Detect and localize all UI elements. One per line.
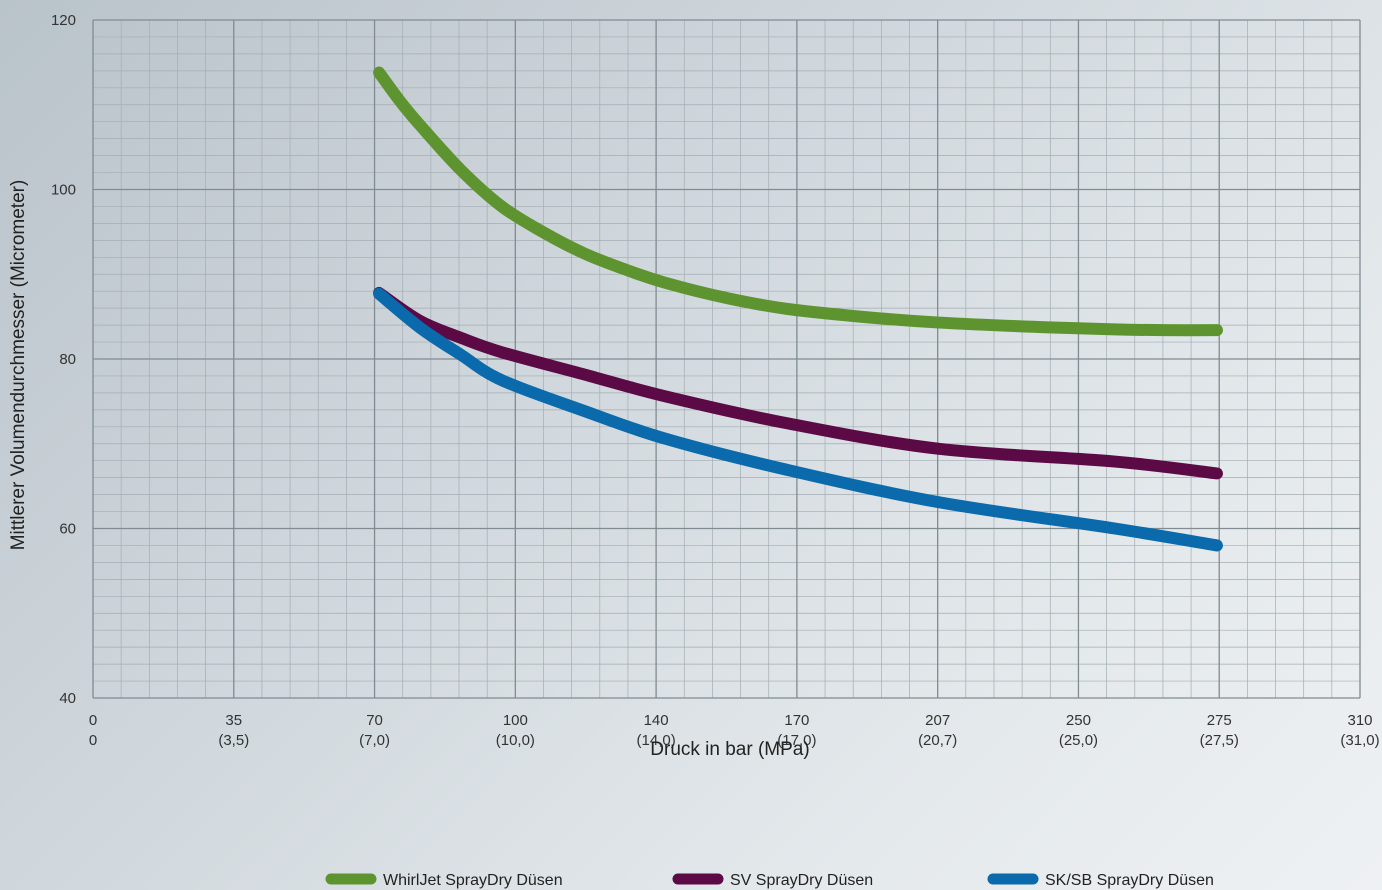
legend-label-sksb: SK/SB SprayDry Düsen xyxy=(1045,872,1214,889)
y-axis-ticks: 40 60 80 100 120 xyxy=(51,12,76,707)
x-tick-label-mpa: (25,0) xyxy=(1059,732,1098,749)
y-tick-label: 40 xyxy=(59,690,76,707)
series-line-sksb xyxy=(373,287,1223,552)
y-tick-label: 80 xyxy=(59,351,76,368)
series-line-sv xyxy=(373,286,1223,480)
x-tick-label-mpa: (20,7) xyxy=(918,732,957,749)
x-axis-title: Druck in bar (MPa) xyxy=(650,739,809,760)
x-tick-label-mpa: (10,0) xyxy=(496,732,535,749)
x-tick-label-bar: 275 xyxy=(1207,712,1232,729)
legend-label-whirljet: WhirlJet SprayDry Düsen xyxy=(383,872,563,889)
y-axis-title: Mittlerer Volumendurchmesser (Micrometer… xyxy=(8,180,29,551)
x-tick-label-bar: 170 xyxy=(784,712,809,729)
x-tick-label-bar: 35 xyxy=(225,712,242,729)
x-tick-label-mpa: 0 xyxy=(89,732,97,749)
legend: WhirlJet SprayDry Düsen SV SprayDry Düse… xyxy=(325,872,1214,889)
series-lines xyxy=(373,66,1223,552)
x-tick-label-bar: 70 xyxy=(366,712,383,729)
x-axis-ticks: 0 0 35 (3,5) 70 (7,0) 100 (10,0) 140 (14,0) 170 (17… xyxy=(89,712,1380,749)
x-tick-label-mpa: (17,0) xyxy=(777,732,816,749)
x-tick-label-bar: 140 xyxy=(644,712,669,729)
y-tick-label: 120 xyxy=(51,12,76,29)
legend-label-sv: SV SprayDry Düsen xyxy=(730,872,873,889)
x-tick-label-mpa: (7,0) xyxy=(359,732,390,749)
x-tick-label-bar: 100 xyxy=(503,712,528,729)
x-tick-label-bar: 250 xyxy=(1066,712,1091,729)
x-tick-label-bar: 310 xyxy=(1347,712,1372,729)
x-tick-label-mpa: (14,0) xyxy=(637,732,676,749)
y-tick-label: 60 xyxy=(59,521,76,538)
x-tick-label-bar: 207 xyxy=(925,712,950,729)
major-grid xyxy=(92,19,1361,699)
series-line-whirljet xyxy=(373,66,1223,337)
x-tick-label-mpa: (3,5) xyxy=(218,732,249,749)
x-tick-label-bar: 0 xyxy=(89,712,97,729)
x-tick-label-mpa: (27,5) xyxy=(1200,732,1239,749)
y-tick-label: 100 xyxy=(51,182,76,199)
x-tick-label-mpa: (31,0) xyxy=(1340,732,1379,749)
